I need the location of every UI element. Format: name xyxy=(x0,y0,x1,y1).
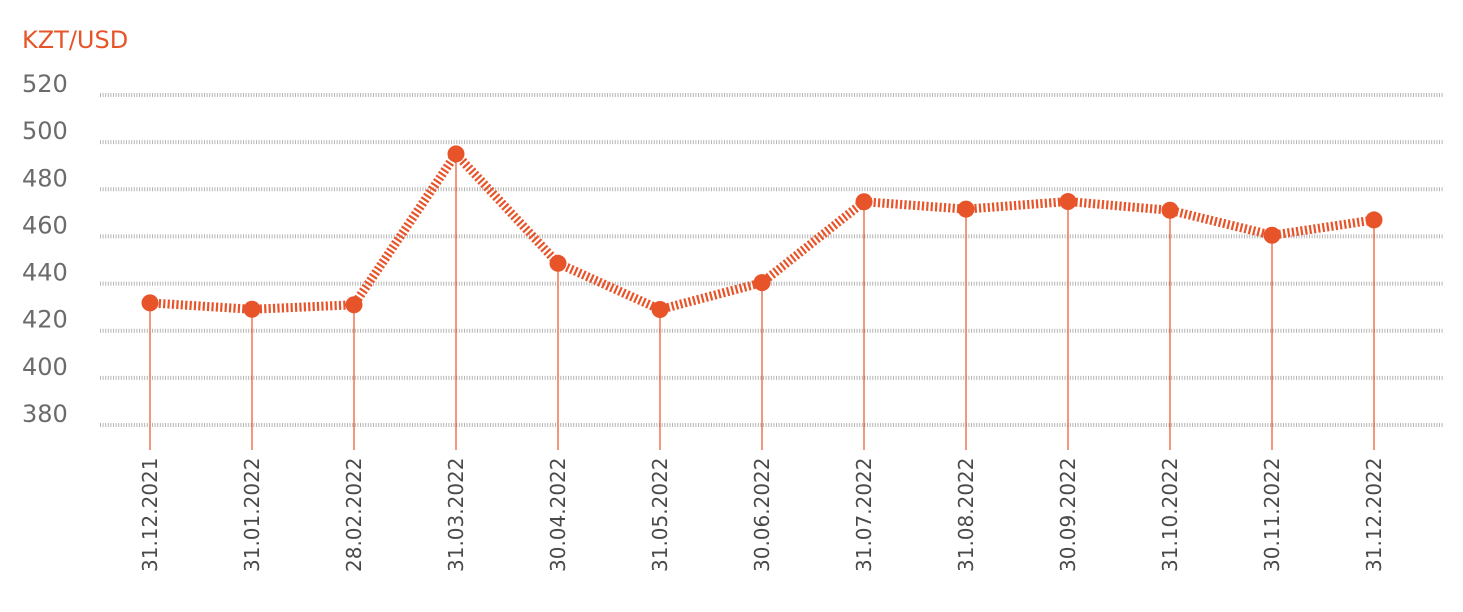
data-point-marker xyxy=(141,294,159,312)
x-tick-label: 31.12.2021 xyxy=(138,457,162,572)
data-point-marker xyxy=(1365,211,1383,229)
y-tick-label: 440 xyxy=(22,259,68,287)
data-point-marker xyxy=(243,300,261,318)
x-tick-label: 28.02.2022 xyxy=(342,457,366,572)
y-axis-unit-label: KZT/USD xyxy=(22,26,129,54)
data-point-marker xyxy=(345,296,363,314)
x-tick-label: 30.11.2022 xyxy=(1260,457,1284,572)
x-tick-label: 31.03.2022 xyxy=(444,457,468,572)
data-point-marker xyxy=(1263,226,1281,244)
x-tick-label: 30.09.2022 xyxy=(1056,457,1080,572)
data-point-marker xyxy=(1059,193,1077,211)
x-tick-label: 31.10.2022 xyxy=(1158,457,1182,572)
x-tick-label: 30.04.2022 xyxy=(546,457,570,572)
x-tick-label: 31.07.2022 xyxy=(852,457,876,572)
data-point-marker xyxy=(957,200,975,218)
data-point-marker xyxy=(447,145,465,163)
y-tick-label: 460 xyxy=(22,211,68,239)
y-tick-label: 400 xyxy=(22,353,68,381)
x-tick-label: 31.08.2022 xyxy=(954,457,978,572)
x-tick-label: 30.06.2022 xyxy=(750,457,774,572)
y-tick-label: 500 xyxy=(22,117,68,145)
y-tick-label: 520 xyxy=(22,70,68,98)
data-point-marker xyxy=(855,193,873,211)
data-point-marker xyxy=(549,254,567,272)
data-point-marker xyxy=(651,301,669,318)
y-tick-label: 380 xyxy=(22,400,68,428)
x-tick-label: 31.01.2022 xyxy=(240,457,264,572)
data-point-marker xyxy=(1161,201,1179,219)
x-tick-label: 31.05.2022 xyxy=(648,457,672,572)
x-tick-label: 31.12.2022 xyxy=(1362,457,1386,572)
y-tick-label: 420 xyxy=(22,306,68,334)
y-tick-label: 480 xyxy=(22,164,68,192)
data-point-marker xyxy=(753,274,771,292)
